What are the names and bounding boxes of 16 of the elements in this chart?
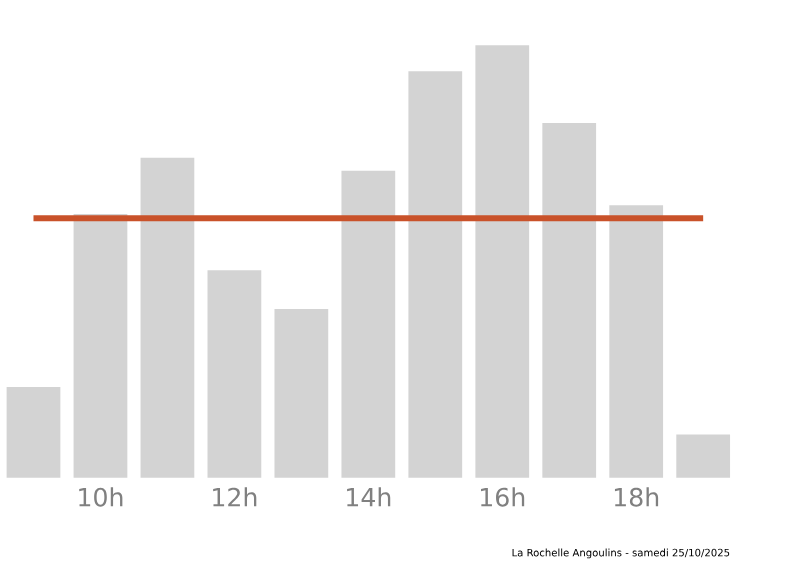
bar (475, 45, 530, 479)
bar (609, 205, 664, 479)
x-tick-label: 12h (213, 487, 257, 507)
bar (140, 157, 195, 479)
bar (207, 270, 262, 479)
bar (676, 434, 731, 479)
x-tick-label: 10h (79, 487, 123, 508)
x-tick-label: 16h (481, 487, 525, 508)
x-tick-label: 14h (347, 487, 391, 507)
bar (341, 170, 396, 479)
bar (73, 214, 128, 479)
x-tick-label: 18h (614, 487, 659, 508)
bar (6, 387, 61, 479)
bar (408, 71, 463, 479)
bar (274, 309, 329, 479)
bar (542, 123, 597, 479)
